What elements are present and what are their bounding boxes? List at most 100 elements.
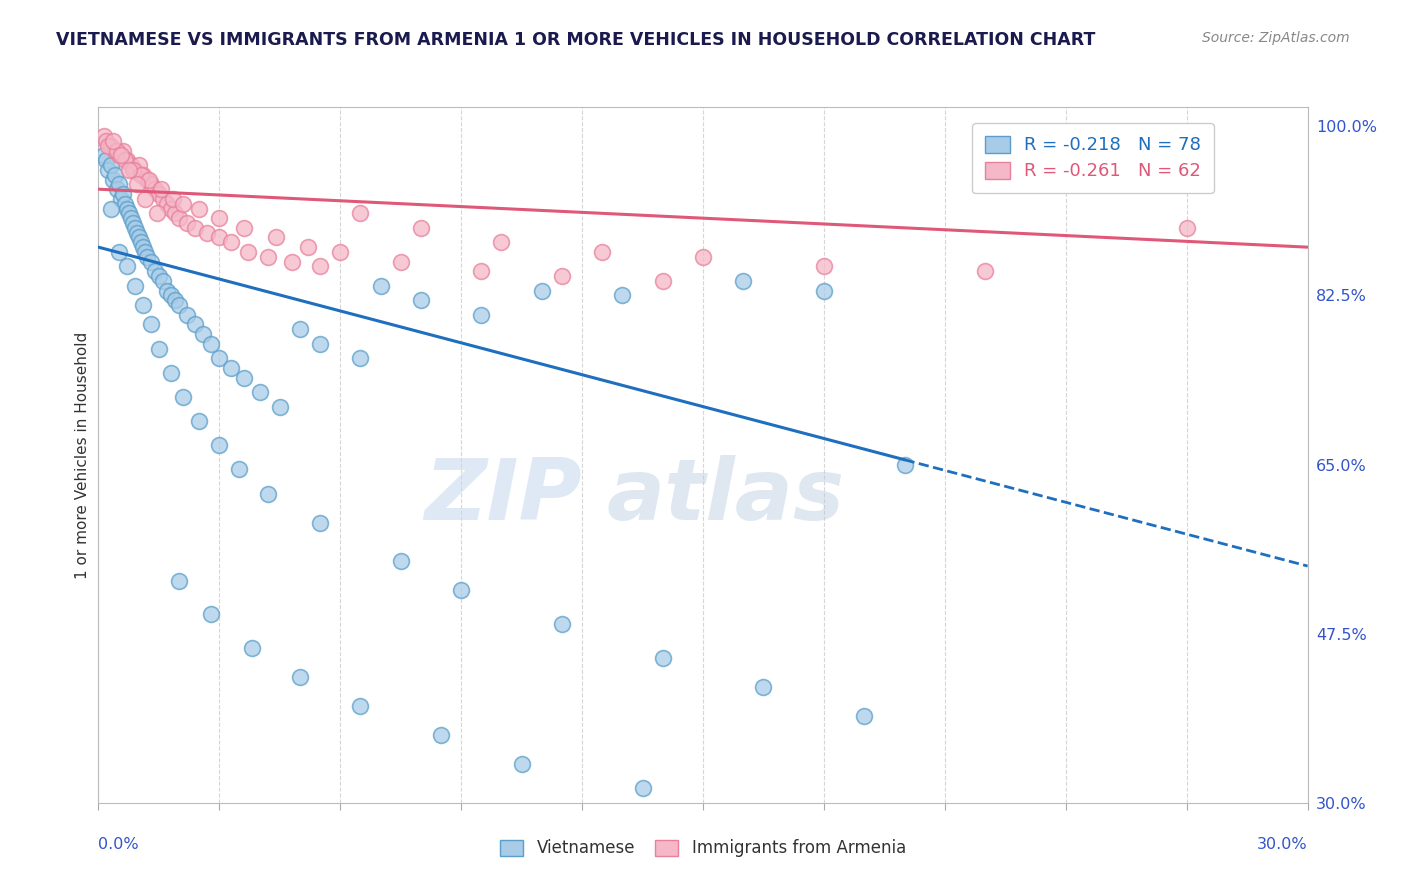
Point	[208, 438, 231, 452]
Point	[132, 168, 155, 182]
Point	[103, 144, 125, 158]
Point	[100, 138, 122, 153]
Point	[96, 153, 118, 168]
Point	[232, 370, 254, 384]
Point	[184, 220, 207, 235]
Point	[135, 250, 157, 264]
Point	[100, 158, 122, 172]
Point	[138, 172, 160, 186]
Point	[110, 148, 132, 162]
Point	[221, 235, 243, 250]
Point	[118, 206, 141, 220]
Point	[163, 293, 186, 308]
Point	[114, 196, 136, 211]
Point	[111, 144, 134, 158]
Point	[200, 607, 222, 622]
Point	[97, 138, 120, 153]
Point	[129, 235, 152, 250]
Point	[752, 680, 775, 694]
Point	[208, 230, 231, 244]
Point	[288, 322, 311, 336]
Point	[853, 708, 876, 723]
Text: ZIP: ZIP	[425, 455, 582, 538]
Point	[125, 226, 148, 240]
Point	[96, 134, 118, 148]
Point	[172, 390, 194, 404]
Point	[651, 651, 673, 665]
Point	[232, 220, 254, 235]
Point	[236, 244, 259, 259]
Point	[160, 288, 183, 302]
Point	[491, 235, 513, 250]
Point	[409, 293, 432, 308]
Point	[269, 400, 291, 414]
Point	[107, 178, 129, 192]
Y-axis label: 1 or more Vehicles in Household: 1 or more Vehicles in Household	[75, 331, 90, 579]
Point	[591, 244, 613, 259]
Point	[288, 670, 311, 684]
Point	[551, 617, 574, 632]
Point	[264, 230, 287, 244]
Point	[631, 781, 654, 796]
Point	[256, 486, 278, 500]
Point	[111, 187, 134, 202]
Point	[172, 196, 194, 211]
Point	[309, 260, 332, 274]
Text: 30.0%: 30.0%	[1257, 837, 1308, 852]
Point	[110, 192, 132, 206]
Point	[148, 269, 170, 284]
Point	[156, 196, 179, 211]
Point	[152, 192, 174, 206]
Point	[162, 192, 184, 206]
Point	[93, 148, 115, 162]
Point	[124, 162, 146, 177]
Point	[612, 288, 634, 302]
Point	[389, 254, 412, 268]
Point	[349, 699, 371, 714]
Point	[134, 192, 156, 206]
Point	[389, 554, 412, 568]
Point	[115, 153, 138, 168]
Text: atlas: atlas	[606, 455, 845, 538]
Point	[149, 182, 172, 196]
Point	[156, 284, 179, 298]
Point	[733, 274, 755, 288]
Point	[409, 220, 432, 235]
Point	[100, 202, 122, 216]
Point	[208, 351, 231, 366]
Point	[160, 366, 183, 380]
Point	[281, 254, 304, 268]
Point	[200, 336, 222, 351]
Point	[97, 162, 120, 177]
Point	[240, 641, 263, 656]
Point	[450, 583, 472, 598]
Point	[129, 168, 152, 182]
Point	[167, 298, 190, 312]
Point	[349, 206, 371, 220]
Point	[551, 269, 574, 284]
Point	[160, 202, 183, 216]
Point	[510, 757, 533, 772]
Point	[297, 240, 319, 254]
Point	[124, 220, 146, 235]
Point	[128, 230, 150, 244]
Point	[256, 250, 278, 264]
Point	[146, 206, 169, 220]
Point	[143, 264, 166, 278]
Point	[115, 202, 138, 216]
Point	[249, 385, 271, 400]
Point	[135, 172, 157, 186]
Point	[120, 158, 142, 172]
Point	[309, 336, 332, 351]
Point	[309, 516, 332, 530]
Point	[107, 244, 129, 259]
Point	[221, 361, 243, 376]
Point	[114, 153, 136, 168]
Point	[176, 216, 198, 230]
Point	[121, 162, 143, 177]
Point	[184, 318, 207, 332]
Point	[118, 162, 141, 177]
Point	[128, 158, 150, 172]
Point	[893, 458, 915, 472]
Point	[134, 244, 156, 259]
